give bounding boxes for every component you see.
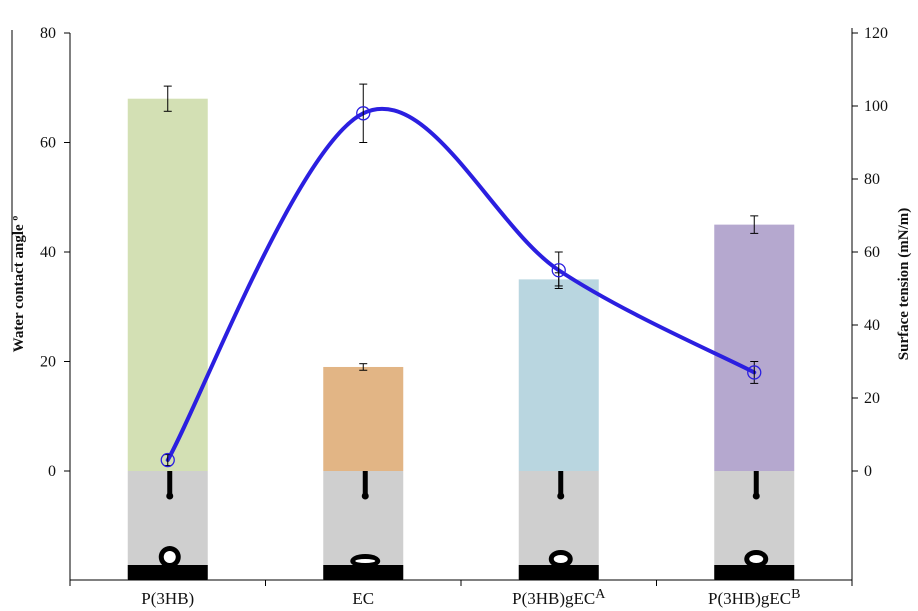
line-error-bar xyxy=(554,251,563,289)
y2-tick-label: 100 xyxy=(864,98,888,115)
y-tick-label: 60 xyxy=(40,135,56,152)
x-tick-label-text: P(3HB)gEC xyxy=(512,589,595,608)
line-point xyxy=(356,106,371,121)
drop-needle-tip xyxy=(752,492,760,500)
bar xyxy=(714,224,795,471)
droplet-highlight xyxy=(749,555,764,563)
droplet-highlight xyxy=(163,551,176,563)
drop-needle-tip xyxy=(166,492,174,500)
line-error-bar xyxy=(359,83,368,143)
drop-image xyxy=(518,471,599,580)
droplet-highlight xyxy=(553,555,568,563)
x-tick-label-superscript: B xyxy=(791,587,800,602)
x-tick-label-text: P(3HB) xyxy=(141,589,194,608)
drop-image-substrate xyxy=(518,565,599,580)
y-tick-label: 0 xyxy=(48,463,56,480)
x-tick-label: P(3HB)gECA xyxy=(512,587,606,608)
surface-tension-line xyxy=(165,106,757,463)
line-point xyxy=(747,365,762,380)
x-tick-label: EC xyxy=(352,589,374,608)
y2-tick-label: 40 xyxy=(864,317,880,334)
x-tick-label: P(3HB)gECB xyxy=(708,587,800,608)
x-tick-label-text: P(3HB)gEC xyxy=(708,589,791,608)
y-tick-label: 40 xyxy=(40,244,56,261)
drop-image-substrate xyxy=(714,565,795,580)
line-point xyxy=(551,263,566,278)
drop-image-substrate xyxy=(127,565,208,580)
drop-image xyxy=(323,471,404,580)
x-tick-label: P(3HB) xyxy=(141,589,194,608)
x-tick-label-text: EC xyxy=(352,589,374,608)
y2-tick-label: 20 xyxy=(864,390,880,407)
drop-needle-tip xyxy=(361,492,369,500)
drop-image-substrate xyxy=(323,565,404,580)
drop-needle-tip xyxy=(557,492,565,500)
y-tick-label: 80 xyxy=(40,25,56,42)
y2-tick-label: 120 xyxy=(864,25,888,42)
drop-image xyxy=(714,471,795,580)
bar xyxy=(518,279,599,471)
y-tick-label: 20 xyxy=(40,354,56,371)
y2-tick-label: 80 xyxy=(864,171,880,188)
droplet-highlight xyxy=(355,559,376,563)
bar xyxy=(323,366,404,471)
bar-error-bar xyxy=(359,363,368,371)
y-axis-title: Water contact angle º xyxy=(11,216,27,353)
line-point xyxy=(160,452,175,468)
line-error-bar xyxy=(750,361,759,384)
x-tick-label-superscript: A xyxy=(595,587,606,602)
y2-tick-label: 0 xyxy=(864,463,872,480)
bar-error-bar xyxy=(163,85,172,112)
y2-axis-title: Surface tension (mN/m) xyxy=(896,208,912,360)
drop-image xyxy=(127,471,208,580)
y2-tick-label: 60 xyxy=(864,244,880,261)
bar xyxy=(127,98,208,471)
bar-error-bar xyxy=(750,215,759,234)
